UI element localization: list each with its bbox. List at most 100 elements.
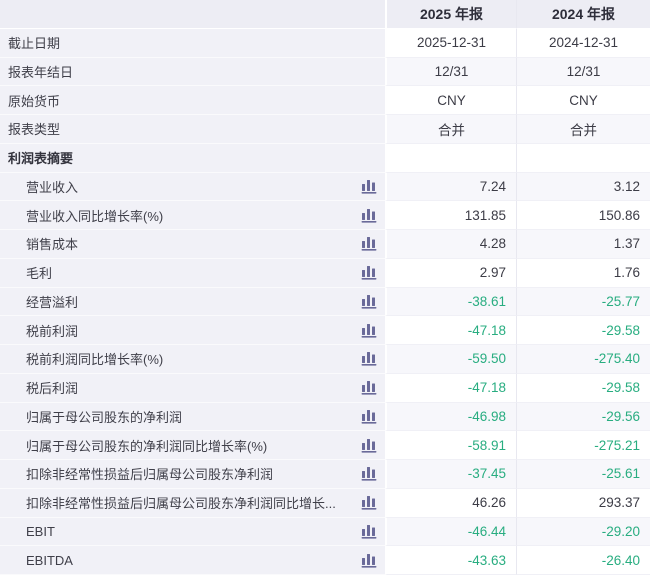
value-cell-2024: -275.21	[517, 431, 650, 460]
value-cell-2024: 1.37	[517, 230, 650, 259]
value-cell-2024: 12/31	[517, 57, 650, 87]
bar-chart-icon[interactable]	[361, 208, 378, 223]
row-label: 归属于母公司股东的净利润	[26, 409, 183, 425]
row-label: 营业收入	[26, 179, 79, 195]
row-label: 税后利润	[26, 381, 79, 397]
row-label-cell: 报表年结日	[0, 57, 385, 87]
value-cell-2024: 2024-12-31	[517, 28, 650, 58]
row-label-cell: 利润表摘要	[0, 143, 385, 173]
row-label: 报表类型	[8, 122, 61, 138]
table-row: 利润表摘要	[0, 143, 650, 173]
row-label: 利润表摘要	[8, 151, 74, 167]
value-cell-2025: -59.50	[385, 345, 517, 374]
value-cell-2025: -47.18	[385, 316, 517, 345]
value-cell-2025: -37.45	[385, 460, 517, 489]
bar-chart-icon[interactable]	[361, 265, 378, 280]
value-cell-2025: 7.24	[385, 172, 517, 202]
row-label-cell: 经营溢利	[0, 287, 385, 317]
bar-chart-icon[interactable]	[361, 351, 378, 366]
table-row: 归属于母公司股东的净利润 -46.98 -29.56	[0, 402, 650, 432]
row-label: 营业收入同比增长率(%)	[26, 208, 164, 224]
row-label-cell: 税后利润	[0, 373, 385, 403]
table-row: 营业收入同比增长率(%) 131.85 150.86	[0, 201, 650, 230]
row-label-cell: 扣除非经常性损益后归属母公司股东净利润同比增长...	[0, 488, 385, 518]
table-row: EBIT -46.44 -29.20	[0, 517, 650, 547]
table-row: 税前利润 -47.18 -29.58	[0, 316, 650, 345]
value-cell-2025: -58.91	[385, 431, 517, 460]
value-cell-2024: -29.20	[517, 517, 650, 547]
row-label-cell: 销售成本	[0, 230, 385, 259]
value-cell-2025: 2.97	[385, 258, 517, 288]
bar-chart-icon[interactable]	[361, 294, 378, 309]
table-row: 税前利润同比增长率(%) -59.50 -275.40	[0, 345, 650, 374]
table-header-row: 2025 年报 2024 年报	[0, 0, 650, 29]
value-cell-2025	[385, 143, 517, 173]
row-label-cell: 营业收入	[0, 172, 385, 202]
value-cell-2024: -29.56	[517, 402, 650, 432]
row-label: 归属于母公司股东的净利润同比增长率(%)	[26, 438, 268, 454]
table-row: 报表年结日 12/31 12/31	[0, 57, 650, 87]
row-label: 毛利	[26, 266, 53, 282]
table-row: 原始货币 CNY CNY	[0, 86, 650, 115]
bar-chart-icon[interactable]	[361, 236, 378, 251]
table-row: 扣除非经常性损益后归属母公司股东净利润 -37.45 -25.61	[0, 460, 650, 489]
value-cell-2024: 3.12	[517, 172, 650, 202]
column-header-2024-annual: 2024 年报	[517, 0, 650, 29]
value-cell-2024: 1.76	[517, 258, 650, 288]
value-cell-2025: -43.63	[385, 546, 517, 575]
row-label: 税前利润同比增长率(%)	[26, 352, 164, 368]
row-label-cell: 扣除非经常性损益后归属母公司股东净利润	[0, 460, 385, 489]
row-label-cell: 归属于母公司股东的净利润同比增长率(%)	[0, 431, 385, 460]
table-row: EBITDA -43.63 -26.40	[0, 546, 650, 575]
row-label: EBITDA	[26, 552, 73, 568]
bar-chart-icon[interactable]	[361, 323, 378, 338]
value-cell-2025: 131.85	[385, 201, 517, 230]
row-label-cell: EBITDA	[0, 546, 385, 575]
bar-chart-icon[interactable]	[361, 380, 378, 395]
value-cell-2025: -38.61	[385, 287, 517, 317]
value-cell-2025: -46.44	[385, 517, 517, 547]
value-cell-2025: 12/31	[385, 57, 517, 87]
row-label-cell: 原始货币	[0, 86, 385, 115]
bar-chart-icon[interactable]	[361, 179, 378, 194]
row-label-cell: 税前利润同比增长率(%)	[0, 345, 385, 374]
value-cell-2025: -47.18	[385, 373, 517, 403]
row-label-cell: 毛利	[0, 258, 385, 288]
row-label-cell: 报表类型	[0, 115, 385, 144]
value-cell-2024: 293.37	[517, 488, 650, 518]
value-cell-2025: 合并	[385, 115, 517, 144]
bar-chart-icon[interactable]	[361, 495, 378, 510]
value-cell-2024: 合并	[517, 115, 650, 144]
table-row: 截止日期 2025-12-31 2024-12-31	[0, 28, 650, 58]
value-cell-2024: 150.86	[517, 201, 650, 230]
bar-chart-icon[interactable]	[361, 438, 378, 453]
row-label: 报表年结日	[8, 64, 74, 80]
value-cell-2025: 4.28	[385, 230, 517, 259]
header-empty-cell	[0, 0, 385, 29]
table-row: 经营溢利 -38.61 -25.77	[0, 287, 650, 317]
row-label: 截止日期	[8, 36, 61, 52]
table-row: 税后利润 -47.18 -29.58	[0, 373, 650, 403]
value-cell-2025: CNY	[385, 86, 517, 115]
table-row: 扣除非经常性损益后归属母公司股东净利润同比增长... 46.26 293.37	[0, 488, 650, 518]
row-label: 扣除非经常性损益后归属母公司股东净利润	[26, 467, 274, 483]
row-label: EBIT	[26, 523, 55, 539]
table-row: 营业收入 7.24 3.12	[0, 172, 650, 202]
row-label: 原始货币	[8, 93, 61, 109]
value-cell-2024: -29.58	[517, 373, 650, 403]
bar-chart-icon[interactable]	[361, 553, 378, 568]
value-cell-2025: 46.26	[385, 488, 517, 518]
row-label: 扣除非经常性损益后归属母公司股东净利润同比增长...	[26, 496, 336, 512]
table-row: 报表类型 合并 合并	[0, 115, 650, 144]
table-row: 销售成本 4.28 1.37	[0, 230, 650, 259]
bar-chart-icon[interactable]	[361, 409, 378, 424]
value-cell-2024: CNY	[517, 86, 650, 115]
value-cell-2024: -26.40	[517, 546, 650, 575]
row-label-cell: EBIT	[0, 517, 385, 547]
bar-chart-icon[interactable]	[361, 466, 378, 481]
row-label-cell: 截止日期	[0, 28, 385, 58]
value-cell-2024: -25.77	[517, 287, 650, 317]
row-label-cell: 营业收入同比增长率(%)	[0, 201, 385, 230]
bar-chart-icon[interactable]	[361, 524, 378, 539]
